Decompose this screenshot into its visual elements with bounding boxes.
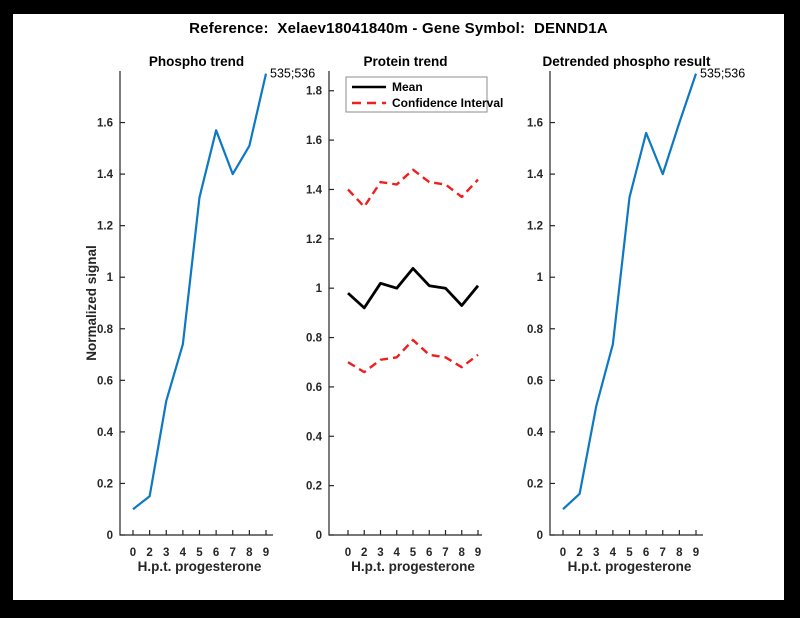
y-axis-tick-label: 1.6 <box>527 118 543 130</box>
phospho-protein-charts: 00.20.40.60.811.21.41.60 2 3 4 5 6 7 8 9Phospho … <box>84 54 745 574</box>
endpoint-annotation: 535;536 <box>270 67 315 81</box>
x-axis-tick-label: 8 <box>459 547 466 559</box>
x-axis-tick-label: 2 <box>576 547 582 559</box>
x-axis-tick-label: 6 <box>213 547 219 559</box>
y-axis-tick-label: 0.2 <box>527 478 543 490</box>
y-axis-tick-label: 0 <box>107 530 113 542</box>
x-axis-tick-label: 5 <box>626 547 633 559</box>
y-axis-tick-label: 1.4 <box>97 169 114 181</box>
legend-label: Mean <box>392 80 423 94</box>
y-axis-tick-label: 0.6 <box>527 375 543 387</box>
axis-spine <box>549 71 703 536</box>
x-axis-tick-label: 3 <box>377 547 383 559</box>
x-axis-label: H.p.t. progesterone <box>138 559 262 574</box>
x-axis-tick-label: 2 <box>146 547 152 559</box>
detrended-phospho-chart: 00.20.40.60.811.21.41.60 2 3 4 5 6 7 8 9Detrende… <box>527 54 745 574</box>
x-axis-tick-label: 4 <box>610 547 617 559</box>
figure-title: Reference: Xelaev18041840m - Gene Symbol… <box>189 20 608 37</box>
y-axis-tick-label: 1.6 <box>97 118 113 130</box>
x-axis-label: H.p.t. progesterone <box>351 559 475 574</box>
x-axis-tick-label: 9 <box>263 547 269 559</box>
protein-trend-chart: 00.20.40.60.811.21.41.61.80 2 3 4 5 6 7 8 9Prote… <box>306 54 503 574</box>
x-axis-tick-label: 4 <box>180 547 187 559</box>
y-axis-tick-label: 0.4 <box>306 431 323 443</box>
chart-title: Protein trend <box>363 54 447 69</box>
x-axis-tick-label: 7 <box>660 547 666 559</box>
x-axis-tick-label: 5 <box>196 547 203 559</box>
y-axis-tick-label: 1.6 <box>306 135 322 147</box>
y-axis-tick-label: 0.8 <box>306 333 323 345</box>
series-line <box>132 73 268 511</box>
y-axis-tick-label: 0.2 <box>97 478 113 490</box>
x-axis-tick-label: 0 <box>560 547 566 559</box>
series-line <box>562 73 698 511</box>
x-axis-label: H.p.t. progesterone <box>568 559 692 574</box>
x-axis-tick-label: 8 <box>676 547 683 559</box>
x-axis-tick-label: 5 <box>410 547 417 559</box>
endpoint-annotation: 535;536 <box>700 67 745 81</box>
x-axis-tick-label: 2 <box>361 547 367 559</box>
y-axis-tick-label: 1.2 <box>97 221 113 233</box>
legend-box <box>345 76 488 113</box>
phospho-trend-chart: 00.20.40.60.811.21.41.60 2 3 4 5 6 7 8 9Phospho … <box>84 54 315 574</box>
series-line <box>347 338 479 374</box>
figure-canvas: Reference: Xelaev18041840m - Gene Symbol… <box>13 14 784 600</box>
chart-title: Detrended phospho result <box>542 54 711 69</box>
y-axis-tick-label: 0.8 <box>97 324 114 336</box>
chart-title: Phospho trend <box>149 54 244 69</box>
x-axis-tick-label: 9 <box>693 547 699 559</box>
y-axis-tick-label: 1.2 <box>306 234 322 246</box>
y-axis-tick-label: 0.4 <box>527 427 544 439</box>
series-line <box>347 168 479 208</box>
y-axis-label: Normalized signal <box>84 245 99 361</box>
x-axis-tick-label: 4 <box>394 547 401 559</box>
y-axis-tick-label: 1.4 <box>306 184 323 196</box>
x-axis-tick-label: 0 <box>130 547 136 559</box>
x-axis-tick-label: 8 <box>246 547 253 559</box>
y-axis-tick-label: 0.4 <box>97 427 114 439</box>
y-axis-tick-label: 1 <box>537 272 544 284</box>
y-axis-tick-label: 0.6 <box>97 375 113 387</box>
y-axis-tick-label: 0.8 <box>527 324 544 336</box>
y-axis-tick-label: 1 <box>316 283 323 295</box>
x-axis-tick-label: 7 <box>230 547 236 559</box>
x-axis-tick-label: 6 <box>426 547 432 559</box>
x-axis-tick-label: 6 <box>643 547 649 559</box>
legend-label: Confidence Interval <box>392 96 503 110</box>
y-axis-tick-label: 1.4 <box>527 169 544 181</box>
x-axis-tick-label: 9 <box>475 547 481 559</box>
y-axis-tick-label: 0.6 <box>306 382 322 394</box>
y-axis-tick-label: 0 <box>316 530 322 542</box>
y-axis-tick-label: 1.2 <box>527 221 543 233</box>
x-axis-tick-label: 7 <box>442 547 448 559</box>
y-axis-tick-label: 1.8 <box>306 86 323 98</box>
x-axis-tick-label: 3 <box>163 547 169 559</box>
series-line <box>347 266 480 310</box>
y-axis-tick-label: 0.2 <box>306 481 322 493</box>
x-axis-tick-label: 3 <box>593 547 599 559</box>
x-axis-tick-label: 0 <box>345 547 351 559</box>
y-axis-tick-label: 1 <box>107 272 114 284</box>
y-axis-tick-label: 0 <box>537 530 543 542</box>
